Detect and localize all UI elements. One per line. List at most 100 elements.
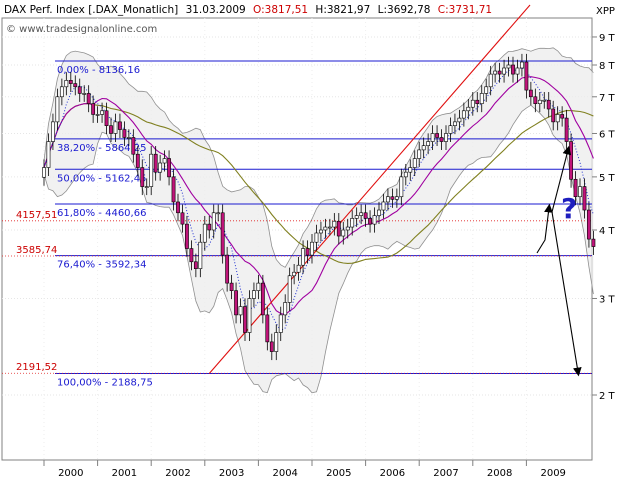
candle-body-38	[211, 212, 216, 231]
candle-body-101	[493, 70, 498, 75]
candle-body-100	[488, 73, 493, 88]
candle-body-43	[234, 290, 238, 316]
bollinger-band	[43, 47, 594, 394]
question-mark-annotation: ?	[561, 192, 577, 225]
candle-body-1	[46, 141, 51, 168]
candle-body-80	[399, 176, 404, 198]
candle-body-62	[319, 229, 323, 234]
x-tick-label-6: 2006	[380, 468, 405, 479]
y-tick-label-5: 4 T	[599, 226, 616, 237]
candle-body-17	[118, 121, 122, 130]
candle-body-115	[555, 114, 560, 123]
candle-body-113	[546, 99, 551, 110]
candle-body-108	[524, 61, 529, 91]
candle-body-0	[42, 167, 46, 178]
candle-body-99	[484, 86, 489, 94]
candle-body-56	[292, 271, 297, 277]
x-tick-label-5: 2005	[326, 468, 351, 479]
candle-body-71	[359, 212, 364, 216]
candle-body-60	[310, 241, 314, 256]
moving-averages	[43, 66, 594, 332]
price-mark-label-1: 3585,74	[16, 245, 57, 256]
candle-body-26	[158, 162, 163, 173]
candle-body-89	[439, 137, 444, 142]
candle-body-52	[274, 332, 279, 352]
candle-body-27	[162, 158, 167, 164]
candle-body-24	[149, 153, 154, 187]
fibonacci-levels: 0,00% - 8136,16 38,20% - 5864,25 50,00% - …	[55, 60, 592, 389]
candle-body-13	[100, 110, 104, 115]
candle-body-82	[408, 167, 413, 173]
candle-body-84	[417, 149, 422, 159]
candle-body-87	[430, 133, 435, 142]
candle-body-46	[247, 298, 252, 333]
candle-body-34	[193, 261, 198, 269]
fib-label-1: 38,20% - 5864,25	[57, 143, 146, 154]
candle-body-51	[269, 341, 274, 352]
candle-body-65	[332, 220, 337, 228]
x-tick-label-2: 2002	[165, 468, 190, 479]
candle-body-49	[260, 282, 265, 316]
candle-body-29	[171, 176, 176, 203]
candle-body-23	[144, 186, 149, 188]
candle-body-103	[502, 67, 506, 75]
x-tick-label-0: 2000	[58, 468, 83, 479]
candle-body-12	[95, 114, 100, 116]
x-tick-label-7: 2007	[433, 468, 458, 479]
candle-body-68	[345, 226, 350, 231]
candle-body-28	[167, 158, 171, 178]
candle-body-25	[153, 153, 158, 173]
price-mark-label-0: 4157,51	[16, 210, 57, 221]
candle-body-123	[591, 238, 596, 247]
arrow-down	[551, 211, 582, 377]
candle-body-97	[475, 99, 480, 104]
candle-body-73	[368, 218, 372, 225]
candle-body-105	[511, 64, 515, 75]
header-close: C:3731,71	[438, 4, 492, 16]
ma-short	[43, 66, 594, 332]
candle-body-75	[377, 209, 381, 216]
candle-body-64	[327, 226, 332, 229]
candle-body-63	[323, 226, 328, 231]
y-tick-label-1: 8 T	[599, 61, 616, 72]
candle-body-72	[363, 212, 368, 219]
candle-body-98	[479, 93, 484, 104]
candle-body-91	[448, 125, 453, 134]
candle-body-32	[185, 223, 189, 249]
y-axis-label: XPP	[596, 6, 615, 17]
x-tick-label-8: 2008	[487, 468, 512, 479]
fib-label-0: 0,00% - 8136,16	[57, 65, 140, 76]
candle-body-83	[412, 158, 417, 168]
fib-label-4: 76,40% - 3592,34	[57, 260, 146, 271]
candle-body-119	[573, 178, 578, 198]
candle-body-36	[202, 223, 207, 243]
candle-body-86	[426, 141, 431, 146]
candle-body-92	[453, 121, 457, 126]
candle-body-61	[314, 232, 319, 243]
header-low: L:3692,78	[378, 4, 431, 16]
y-tick-label-6: 3 T	[599, 294, 616, 305]
candle-body-118	[569, 141, 573, 180]
candle-body-47	[252, 290, 256, 299]
fib-label-5: 100,00% - 2188,75	[57, 378, 153, 389]
candle-body-14	[104, 110, 109, 126]
candle-body-22	[140, 167, 145, 187]
candle-body-48	[256, 282, 261, 291]
candle-body-57	[296, 264, 301, 273]
candle-body-111	[537, 99, 542, 104]
candle-body-44	[238, 306, 243, 316]
candle-body-81	[403, 171, 408, 178]
y-tick-label-2: 7 T	[599, 93, 616, 104]
candle-body-110	[533, 96, 538, 104]
candle-body-106	[515, 67, 520, 75]
candle-body-21	[135, 153, 140, 168]
price-mark-label-2: 2191,52	[16, 362, 57, 373]
band-lower	[43, 104, 594, 394]
header-open: O:3817,51	[253, 4, 308, 16]
candle-body-109	[528, 89, 533, 98]
arrow-up-small	[536, 203, 553, 254]
y-tick-label-0: 9 T	[599, 33, 616, 44]
candle-body-66	[336, 220, 341, 237]
candle-body-10	[86, 93, 91, 104]
candle-body-37	[207, 223, 212, 231]
